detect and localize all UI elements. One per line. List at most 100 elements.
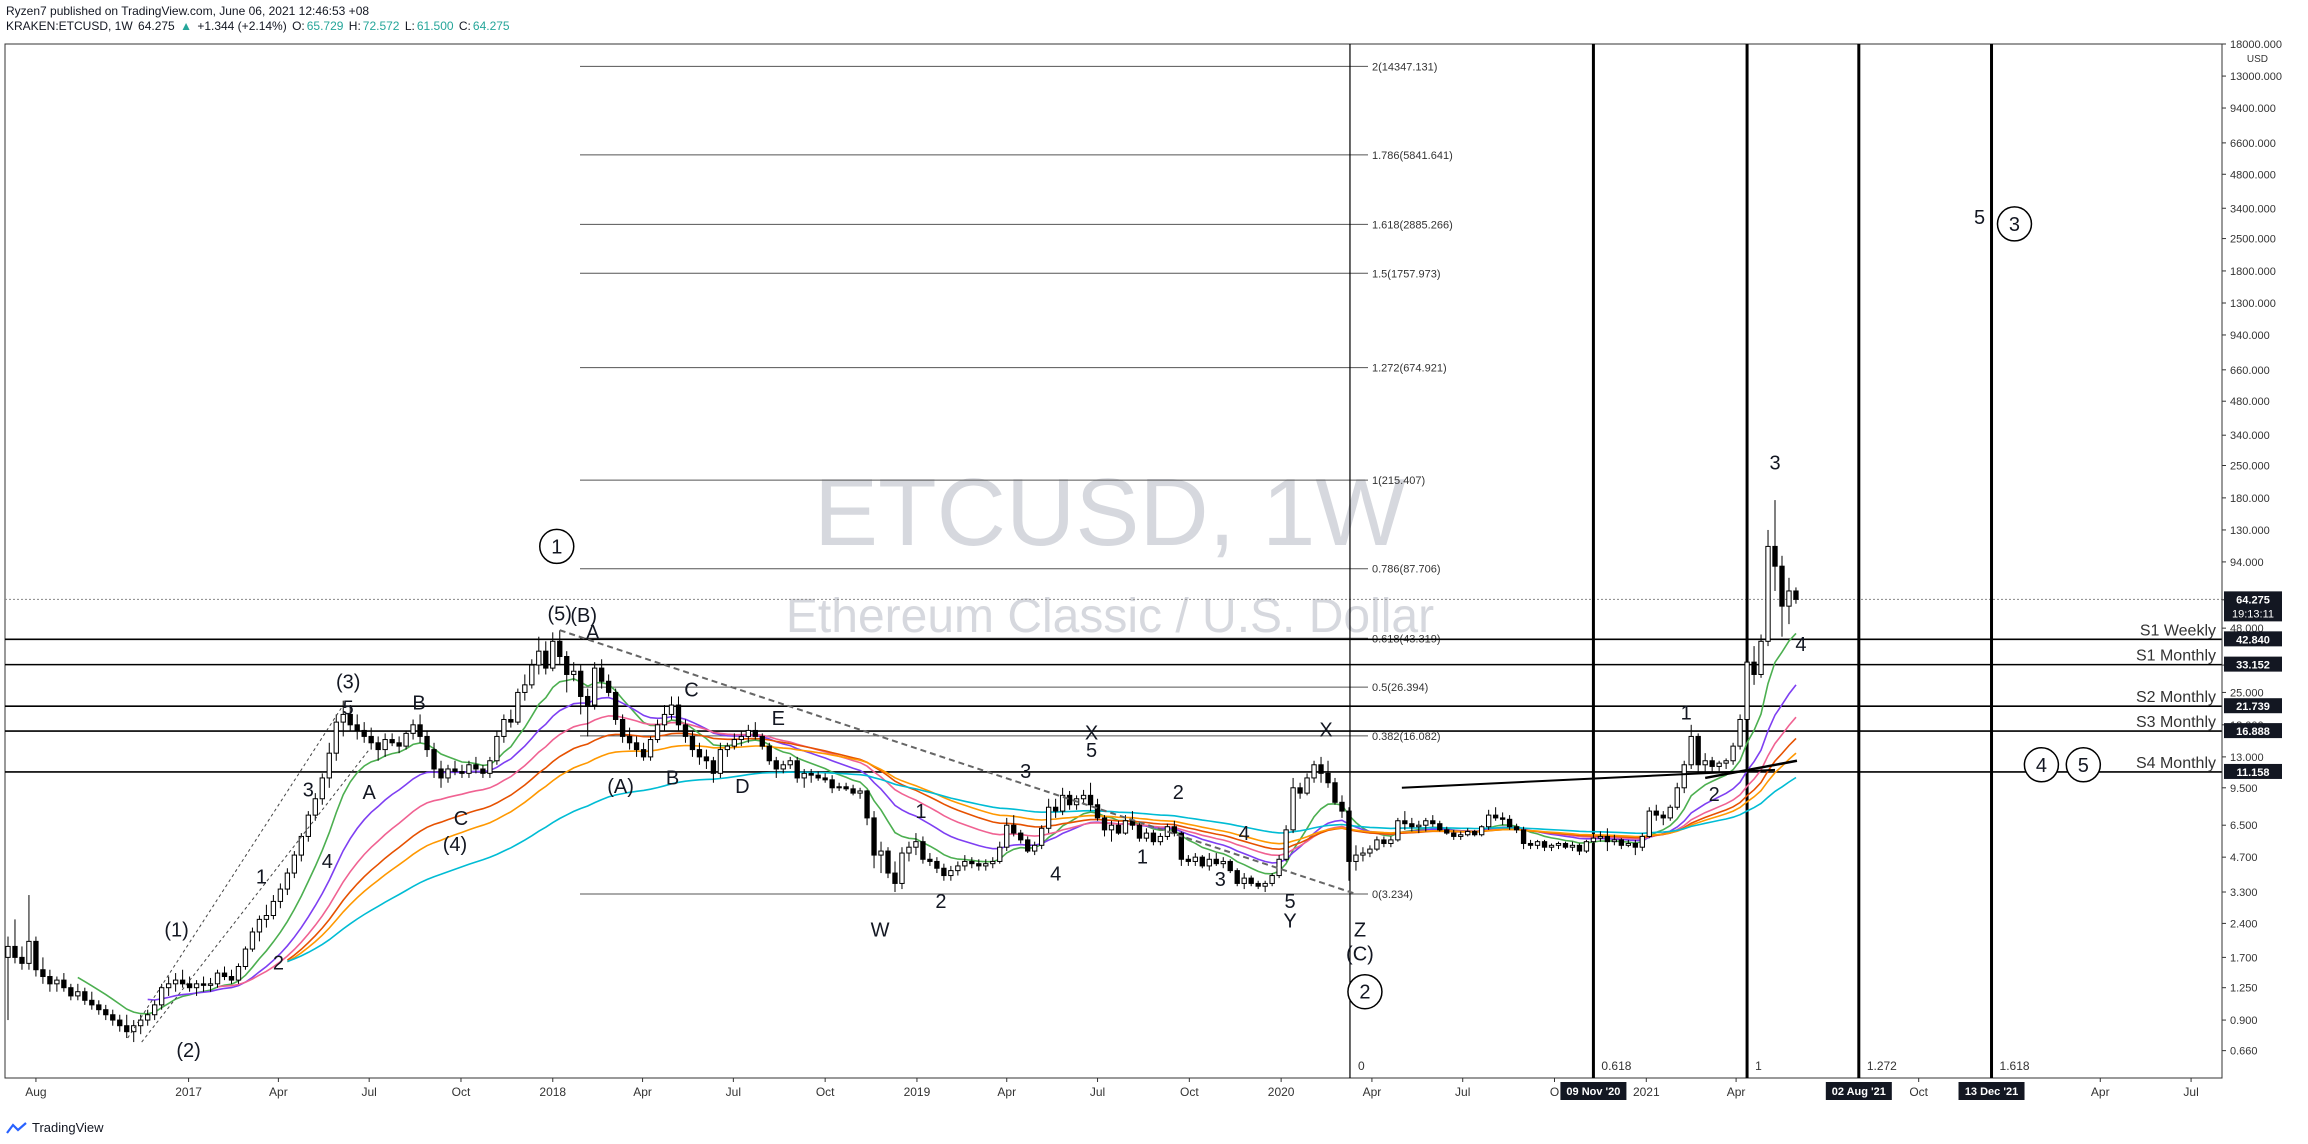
candle[interactable] xyxy=(1395,817,1401,842)
candle[interactable] xyxy=(878,841,884,874)
candle[interactable] xyxy=(1639,833,1645,852)
candle[interactable] xyxy=(724,742,731,757)
candle[interactable] xyxy=(340,700,346,737)
candle[interactable] xyxy=(1283,825,1289,862)
candle[interactable] xyxy=(466,760,472,778)
candle[interactable] xyxy=(675,696,682,731)
candle[interactable] xyxy=(1548,843,1555,852)
candle[interactable] xyxy=(256,915,263,942)
candle[interactable] xyxy=(179,969,186,988)
candle[interactable] xyxy=(1346,807,1352,881)
candle[interactable] xyxy=(1604,828,1611,852)
candle[interactable] xyxy=(96,1000,102,1015)
candle[interactable] xyxy=(892,861,898,893)
price-badge[interactable] xyxy=(2224,723,2282,739)
candle[interactable] xyxy=(1695,733,1701,774)
candle[interactable] xyxy=(717,742,724,778)
candle[interactable] xyxy=(759,733,765,750)
fib-extension[interactable]: 2(14347.131) 1.786(5841.641) 1.618(2885.26… xyxy=(580,61,1453,901)
candle[interactable] xyxy=(361,722,367,743)
candle[interactable] xyxy=(752,722,758,740)
candle[interactable] xyxy=(612,688,619,725)
candle[interactable] xyxy=(962,855,968,871)
channel-line[interactable] xyxy=(141,749,370,1043)
candle[interactable] xyxy=(5,936,11,1021)
candle[interactable] xyxy=(33,936,39,977)
candle[interactable] xyxy=(1115,820,1122,835)
candle[interactable] xyxy=(1688,724,1694,769)
candle[interactable] xyxy=(689,730,696,757)
candle[interactable] xyxy=(1052,798,1059,818)
candle[interactable] xyxy=(990,857,996,869)
candle[interactable] xyxy=(124,1014,130,1039)
candle[interactable] xyxy=(1381,836,1387,848)
channel-line[interactable] xyxy=(127,704,344,1039)
candle[interactable] xyxy=(1437,820,1443,832)
candle[interactable] xyxy=(773,756,779,778)
candle[interactable] xyxy=(1730,742,1736,765)
candle[interactable] xyxy=(1485,809,1492,830)
candle[interactable] xyxy=(40,957,46,984)
candle[interactable] xyxy=(633,736,640,757)
candle[interactable] xyxy=(1087,782,1094,812)
candle[interactable] xyxy=(710,756,717,783)
candle[interactable] xyxy=(1541,839,1548,852)
candle[interactable] xyxy=(1297,782,1303,799)
candle[interactable] xyxy=(1472,829,1478,837)
candle[interactable] xyxy=(850,784,856,796)
candle[interactable] xyxy=(1520,826,1527,850)
candle[interactable] xyxy=(1199,855,1205,869)
candle[interactable] xyxy=(1269,873,1275,887)
candle[interactable] xyxy=(1779,555,1785,637)
candle[interactable] xyxy=(452,760,458,776)
candle[interactable] xyxy=(571,662,577,682)
candle[interactable] xyxy=(1025,836,1031,854)
price-axis[interactable]: 18000.000 13000.000 9400.000 6600.000 4800.0… xyxy=(2221,39,2282,1078)
candle[interactable] xyxy=(270,895,277,920)
candle[interactable] xyxy=(703,749,710,769)
candle[interactable] xyxy=(1248,875,1254,887)
candle[interactable] xyxy=(738,730,745,747)
candle[interactable] xyxy=(864,789,870,826)
candle[interactable] xyxy=(1465,828,1471,837)
candle[interactable] xyxy=(557,630,563,666)
candle[interactable] xyxy=(235,963,242,984)
candle[interactable] xyxy=(494,730,500,765)
candle[interactable] xyxy=(242,946,249,970)
candle[interactable] xyxy=(214,969,221,988)
candle[interactable] xyxy=(682,719,689,743)
candle[interactable] xyxy=(1646,807,1652,839)
candle[interactable] xyxy=(410,719,416,740)
trendline-solid[interactable] xyxy=(1401,768,1776,789)
candle[interactable] xyxy=(626,727,633,750)
candle[interactable] xyxy=(1758,634,1764,678)
candle[interactable] xyxy=(1492,807,1499,821)
candle[interactable] xyxy=(19,946,25,970)
candle[interactable] xyxy=(640,742,647,761)
time-badge[interactable] xyxy=(1958,1082,2025,1100)
candle[interactable] xyxy=(1213,853,1219,866)
candle[interactable] xyxy=(696,742,703,765)
trendline-dashed[interactable] xyxy=(559,629,1357,895)
candle[interactable] xyxy=(375,736,381,761)
candle[interactable] xyxy=(417,714,423,743)
price-badge[interactable] xyxy=(2224,763,2282,779)
candle[interactable] xyxy=(82,987,88,1005)
candle[interactable] xyxy=(522,674,528,701)
candle[interactable] xyxy=(1451,829,1457,840)
candle[interactable] xyxy=(857,787,863,799)
price-badge[interactable] xyxy=(2224,631,2282,647)
candle[interactable] xyxy=(598,659,605,689)
candle[interactable] xyxy=(1723,758,1729,769)
candle[interactable] xyxy=(431,742,437,778)
candle[interactable] xyxy=(1122,815,1129,835)
candle[interactable] xyxy=(829,775,835,794)
candle[interactable] xyxy=(1150,829,1157,846)
candle[interactable] xyxy=(536,636,542,675)
candles[interactable] xyxy=(5,500,1799,1043)
candle[interactable] xyxy=(1667,804,1673,821)
candle[interactable] xyxy=(1751,646,1757,685)
candle[interactable] xyxy=(1311,760,1317,783)
candle[interactable] xyxy=(382,733,388,757)
candle[interactable] xyxy=(843,782,849,791)
